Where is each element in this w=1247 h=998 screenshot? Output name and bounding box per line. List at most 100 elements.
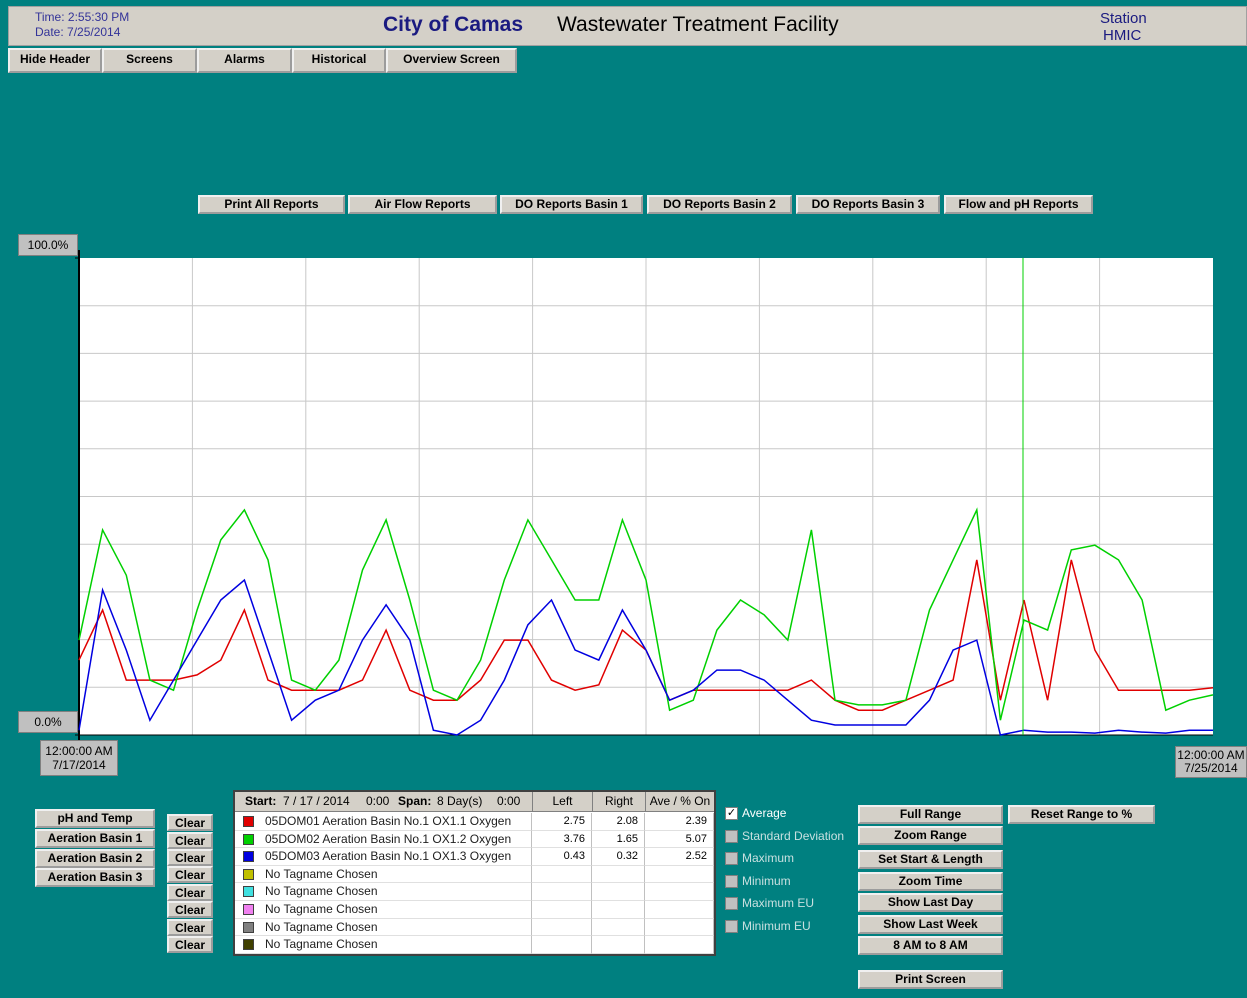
option-label: Average [742, 806, 787, 820]
report-button[interactable]: DO Reports Basin 2 [647, 195, 792, 214]
tag-name: 05DOM02 Aeration Basin No.1 OX1.2 Oxygen [235, 830, 532, 849]
menu-button[interactable]: Screens [102, 48, 197, 73]
clear-button[interactable]: Clear [167, 901, 213, 918]
table-start-label: Start: [245, 794, 277, 808]
option-label: Maximum EU [742, 896, 815, 911]
stat-right [592, 883, 645, 901]
clear-button[interactable]: Clear [167, 866, 213, 883]
menu-button[interactable]: Hide Header [8, 48, 102, 73]
report-button[interactable]: Print All Reports [198, 195, 345, 214]
stat-left: 2.75 [532, 813, 592, 831]
stat-ave: 2.39 [645, 813, 714, 831]
column-header: Ave / % On [645, 792, 714, 812]
table-span-label: Span: [398, 794, 432, 808]
header-bar [8, 6, 1247, 46]
print-button[interactable]: Print Screen [858, 970, 1003, 989]
option-label: Minimum EU [742, 919, 811, 933]
stat-left [532, 936, 592, 954]
color-swatch [243, 833, 254, 845]
checkbox[interactable] [725, 874, 738, 888]
x-end-date: 7/25/2014 [1184, 761, 1238, 775]
stat-left [532, 883, 592, 901]
trend-line [78, 578, 1213, 736]
column-header: Left [532, 792, 592, 812]
color-swatch [243, 816, 254, 827]
trend-line [78, 507, 1214, 721]
tag-name: 05DOM01 Aeration Basin No.1 OX1.1 Oxygen [235, 813, 532, 831]
x-end-label: 12:00:00 AM 7/25/2014 [1175, 746, 1247, 778]
range-button[interactable]: Show Last Day [858, 893, 1003, 912]
table-start: 7 / 17 / 2014 [283, 794, 350, 808]
title: Wastewater Treatment Facility [557, 13, 839, 36]
range-button[interactable]: Set Start & Length [858, 850, 1003, 869]
column-header: Right [592, 792, 645, 812]
table-start-time: 0:00 [366, 794, 390, 808]
reset-button[interactable]: Reset Range to % [1008, 805, 1155, 824]
table-span: 8 Day(s) [437, 794, 483, 808]
stat-right [592, 901, 645, 919]
y-tick-label: 0.0% [18, 711, 78, 733]
group-button[interactable]: pH and Temp [35, 809, 155, 828]
stat-left [532, 901, 592, 919]
checkbox[interactable]: ✓ [725, 807, 738, 820]
range-button[interactable]: Zoom Range [858, 826, 1003, 845]
checkbox[interactable] [725, 897, 738, 911]
clear-button[interactable]: Clear [167, 884, 213, 901]
clear-button[interactable]: Clear [167, 919, 213, 936]
menu-button[interactable]: Alarms [197, 48, 292, 73]
clear-button[interactable]: Clear [167, 832, 213, 849]
checkbox[interactable] [725, 829, 738, 843]
menu-button[interactable]: Overview Screen [386, 48, 517, 73]
group-button[interactable]: Aeration Basin 2 [35, 849, 155, 868]
stat-left [532, 865, 592, 884]
clear-button[interactable]: Clear [167, 936, 213, 953]
title-bold: City of Camas [383, 13, 524, 36]
y-tick-label: 100.0% [18, 234, 78, 256]
range-button[interactable]: 8 AM to 8 AM [858, 936, 1003, 955]
report-button[interactable]: DO Reports Basin 3 [796, 195, 940, 214]
trend-table: Start: 7 / 17 / 2014 0:00 Span: 8 Day(s) 0:00… [233, 790, 716, 956]
stat-left: 3.76 [532, 830, 592, 849]
stat-right: 1.65 [592, 830, 645, 849]
report-button[interactable]: DO Reports Basin 1 [500, 195, 643, 214]
color-swatch [243, 851, 254, 863]
group-button[interactable]: Aeration Basin 3 [35, 868, 155, 887]
tag-name: No Tagname Chosen [235, 901, 532, 919]
time: Time: 2:55:30 PM [35, 10, 130, 24]
report-button[interactable]: Air Flow Reports [348, 195, 497, 214]
color-swatch [243, 868, 254, 880]
stat-ave: 2.52 [645, 848, 714, 866]
option-label: Minimum [742, 873, 791, 888]
stat-ave [645, 936, 714, 954]
table-header: Start: 7 / 17 / 2014 0:00 Span: 8 Day(s) 0:00… [235, 792, 714, 812]
stat-ave [645, 901, 714, 919]
option-label: Maximum [742, 851, 795, 866]
date: Date: 7/25/2014 [35, 25, 121, 39]
clear-button[interactable]: Clear [167, 849, 213, 866]
range-button[interactable]: Zoom Time [858, 872, 1003, 891]
tag-name: 05DOM03 Aeration Basin No.1 OX1.3 Oxygen [235, 848, 532, 866]
tag-name: No Tagname Chosen [235, 883, 532, 901]
report-button[interactable]: Flow and pH Reports [944, 195, 1093, 214]
stat-ave [645, 918, 714, 937]
stat-ave: 5.07 [645, 830, 714, 849]
menu-button[interactable]: Historical [292, 48, 386, 73]
checkbox[interactable] [725, 852, 738, 866]
tag-name: No Tagname Chosen [235, 865, 532, 884]
station-name: HMIC [1103, 27, 1142, 44]
x-start-date: 7/17/2014 [52, 758, 106, 772]
stat-right [592, 865, 645, 884]
color-swatch [243, 904, 254, 915]
clear-button[interactable]: Clear [167, 814, 213, 831]
range-button[interactable]: Show Last Week [858, 915, 1003, 934]
checkbox[interactable] [725, 920, 738, 933]
table-span-time: 0:00 [497, 794, 521, 808]
color-swatch [243, 886, 254, 898]
color-swatch [243, 921, 254, 933]
range-button[interactable]: Full Range [858, 805, 1003, 824]
stat-ave [645, 865, 714, 884]
group-button[interactable]: Aeration Basin 1 [35, 829, 155, 848]
stat-right [592, 936, 645, 954]
